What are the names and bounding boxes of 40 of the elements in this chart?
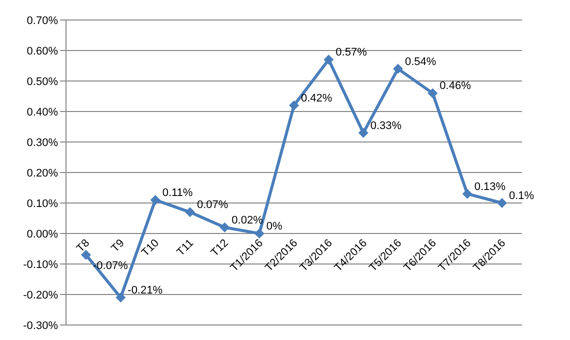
data-label: 0% xyxy=(266,220,282,232)
y-tick-label: -0.10% xyxy=(23,258,58,271)
point xyxy=(254,228,264,238)
x-tick-label: T11 xyxy=(174,237,196,258)
y-tick-label: 0.70% xyxy=(26,14,58,27)
y-tick-label: 0.10% xyxy=(26,198,58,210)
x-tick-label: T8 xyxy=(74,237,92,255)
point xyxy=(393,64,403,74)
point xyxy=(289,100,299,110)
y-tick-label: 0.40% xyxy=(26,106,58,118)
y-tick-label: 0.30% xyxy=(26,136,58,149)
data-label: 0.13% xyxy=(474,180,506,193)
y-tick-label: 0.00% xyxy=(26,228,58,240)
x-tick-label: T9 xyxy=(109,237,127,255)
point xyxy=(324,54,334,65)
point xyxy=(116,292,126,303)
y-tick-label: -0.20% xyxy=(23,289,58,302)
data-label: 0.42% xyxy=(301,92,332,104)
data-label: 0.1% xyxy=(509,190,534,202)
point xyxy=(358,128,368,138)
y-tick-label: 0.60% xyxy=(26,45,58,58)
point xyxy=(497,198,507,208)
data-label: 0.46% xyxy=(440,80,472,92)
data-label: 0.11% xyxy=(162,186,193,199)
point xyxy=(185,207,195,218)
data-label: 0.54% xyxy=(405,56,436,68)
data-label: -0.21% xyxy=(128,284,163,297)
data-label: 0.07% xyxy=(197,199,228,212)
point xyxy=(220,222,230,232)
data-label: 0.57% xyxy=(336,46,368,59)
point xyxy=(150,194,160,205)
x-tick-label: T10 xyxy=(140,237,162,260)
point xyxy=(428,88,438,98)
y-tick-label: -0.30% xyxy=(23,320,58,332)
x-tick-label: T12 xyxy=(208,237,231,260)
data-label: 0.33% xyxy=(370,120,402,132)
point xyxy=(462,188,472,199)
y-tick-label: 0.20% xyxy=(26,167,58,180)
point xyxy=(81,250,91,260)
y-tick-label: 0.50% xyxy=(26,76,58,88)
